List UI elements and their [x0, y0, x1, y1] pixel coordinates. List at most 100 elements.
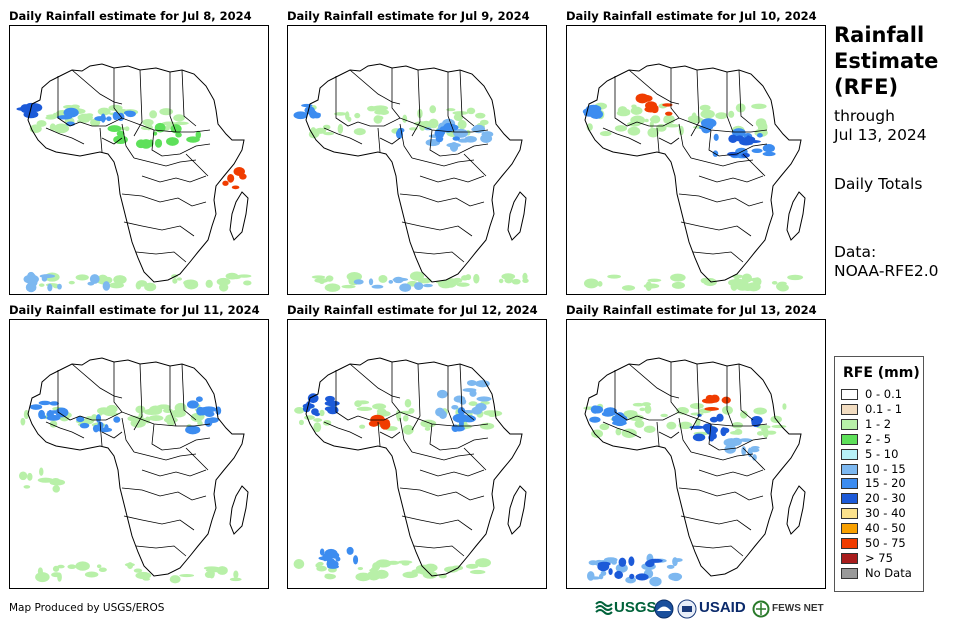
country-border [133, 69, 143, 137]
country-border [726, 366, 734, 427]
noaa-logo [654, 598, 674, 620]
country-border [614, 370, 638, 421]
country-border [113, 362, 123, 413]
country-border [79, 117, 211, 133]
country-border [678, 417, 692, 453]
country-border [692, 545, 744, 557]
country-border [335, 76, 359, 127]
country-border [429, 423, 489, 451]
country-border [602, 421, 642, 439]
country-border [57, 76, 81, 127]
legend-label: 1 - 2 [865, 416, 892, 431]
country-border [151, 129, 211, 157]
legend-swatch [841, 523, 858, 535]
country-border [121, 123, 135, 159]
country-border [135, 545, 187, 557]
totals-label: Daily Totals [834, 175, 923, 193]
country-border [79, 411, 211, 427]
country-border [121, 487, 207, 501]
country-border [99, 421, 103, 447]
country-border [459, 69, 475, 127]
legend-swatch [841, 538, 858, 549]
country-border [614, 76, 638, 127]
map-panel-jul-11: Daily Rainfall estimate for Jul 11, 2024 [9, 303, 269, 589]
country-border [411, 157, 475, 167]
country-border [71, 69, 123, 105]
country-border [690, 69, 700, 137]
country-border [399, 193, 485, 207]
country-border [698, 469, 764, 477]
country-border [349, 69, 401, 105]
rainfall-map [9, 319, 269, 589]
legend-label: 40 - 50 [865, 521, 906, 536]
madagascar-outline [229, 485, 249, 535]
country-border [678, 123, 692, 159]
country-border [323, 421, 363, 439]
africa-landmass [28, 358, 244, 576]
country-border [636, 411, 768, 427]
country-border [399, 487, 485, 501]
legend-swatch [841, 433, 858, 445]
country-border [429, 129, 489, 157]
country-border [133, 451, 197, 461]
country-border [678, 193, 764, 207]
country-border [738, 363, 754, 421]
country-border [133, 157, 197, 167]
country-border [463, 153, 487, 177]
country-border [413, 251, 465, 263]
country-border [698, 175, 764, 183]
madagascar-outline [786, 485, 806, 535]
country-border [399, 123, 413, 159]
rainfall-map [9, 25, 269, 295]
country-border [349, 363, 401, 399]
main-title: Rainfall Estimate (RFE) [834, 23, 939, 99]
country-border [391, 68, 401, 119]
legend-label: No Data [865, 565, 912, 580]
legend-swatch [841, 418, 858, 430]
country-border [658, 431, 680, 439]
legend-swatch [841, 389, 858, 400]
country-border [419, 469, 485, 477]
country-border [670, 68, 680, 119]
country-border [690, 451, 754, 461]
country-border [690, 157, 754, 167]
legend-swatch [841, 508, 858, 520]
country-border [602, 127, 642, 145]
panel-title: Daily Rainfall estimate for Jul 8, 2024 [9, 9, 252, 23]
country-border [401, 221, 473, 237]
legend-swatch [841, 403, 858, 415]
panel-title: Daily Rainfall estimate for Jul 11, 2024 [9, 303, 260, 317]
legend-label: > 75 [865, 550, 893, 565]
legend-swatch [841, 567, 858, 579]
country-border [71, 363, 123, 399]
usgs-logo: USGS [594, 598, 657, 620]
country-border [101, 137, 123, 145]
country-border [357, 411, 489, 427]
country-border [99, 127, 103, 153]
country-border [357, 117, 489, 133]
usda-seal-icon [677, 598, 697, 620]
country-border [323, 127, 363, 145]
rainfall-map [566, 25, 826, 295]
country-border [680, 515, 752, 531]
country-border [742, 153, 766, 177]
country-border [57, 370, 81, 421]
country-border [678, 487, 764, 501]
rainfall-map [287, 319, 547, 589]
madagascar-outline [229, 191, 249, 241]
map-panel-jul-13: Daily Rainfall estimate for Jul 13, 2024 [566, 303, 826, 589]
country-border [151, 423, 211, 451]
country-border [411, 69, 421, 137]
country-border [628, 69, 680, 105]
credit-text: Map Produced by USGS/EROS [9, 602, 165, 614]
country-border [670, 362, 680, 413]
data-label: Data: [834, 243, 877, 261]
country-border [169, 72, 177, 133]
country-border [692, 251, 744, 263]
country-border [45, 421, 85, 439]
map-panel-jul-9: Daily Rainfall estimate for Jul 9, 2024 [287, 9, 547, 295]
country-border [181, 363, 197, 421]
through-label: through [834, 107, 895, 125]
usaid-logo: USAID [699, 599, 746, 616]
